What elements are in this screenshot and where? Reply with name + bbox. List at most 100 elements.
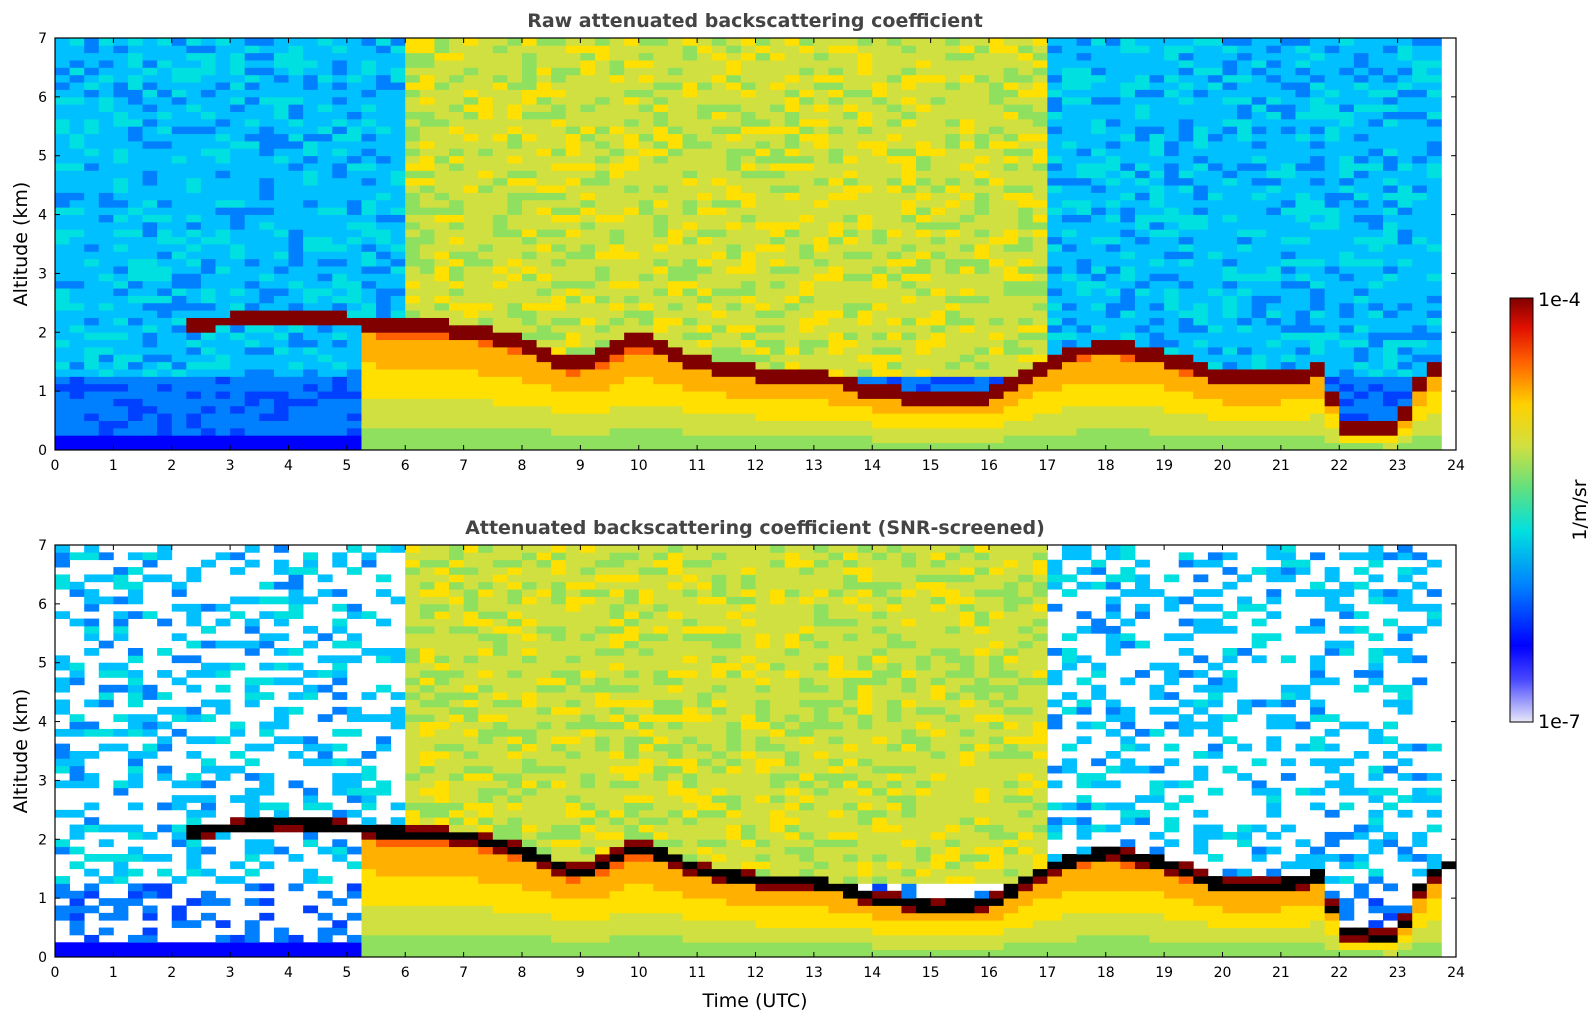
heatmap-cell xyxy=(551,324,567,333)
heatmap-cell xyxy=(376,266,392,274)
heatmap-cell xyxy=(1120,163,1136,171)
heatmap-cell xyxy=(667,295,683,304)
heatmap-cell xyxy=(959,133,975,142)
heatmap-cell xyxy=(580,391,596,399)
heatmap-cell xyxy=(69,74,85,83)
heatmap-cell xyxy=(463,405,479,414)
heatmap-cell xyxy=(959,207,975,215)
heatmap-cell xyxy=(1105,244,1121,252)
heatmap-cell xyxy=(434,273,450,282)
heatmap-cell xyxy=(1003,295,1019,304)
heatmap-cell xyxy=(551,89,567,98)
heatmap-cell xyxy=(332,376,348,385)
heatmap-cell xyxy=(171,192,187,201)
heatmap-cell xyxy=(142,405,158,414)
heatmap-cell xyxy=(492,214,508,223)
heatmap-cell xyxy=(215,163,231,171)
heatmap-cell xyxy=(726,442,742,450)
heatmap-cell xyxy=(872,45,888,54)
heatmap-cell xyxy=(726,96,742,105)
heatmap-cell xyxy=(376,221,392,230)
heatmap-cell xyxy=(1076,60,1092,68)
heatmap-cell xyxy=(697,413,713,421)
heatmap-cell xyxy=(55,383,70,392)
heatmap-cell xyxy=(507,288,523,296)
heatmap-cell xyxy=(740,185,756,193)
heatmap-cell xyxy=(959,163,975,171)
heatmap-cell xyxy=(463,347,479,355)
heatmap-cell xyxy=(624,435,640,444)
heatmap-cell xyxy=(332,141,348,149)
heatmap-cell xyxy=(1339,214,1355,223)
heatmap-cell xyxy=(1295,317,1311,326)
heatmap-cell xyxy=(434,317,450,326)
heatmap-cell xyxy=(857,347,873,355)
heatmap-cell xyxy=(507,405,523,414)
heatmap-cell xyxy=(1178,405,1194,414)
heatmap-cell xyxy=(945,354,961,363)
heatmap-cell xyxy=(565,295,581,304)
heatmap-cell xyxy=(273,369,289,377)
heatmap-cell xyxy=(1193,369,1209,377)
heatmap-cell xyxy=(244,383,260,392)
heatmap-cell xyxy=(405,60,421,68)
heatmap-cell xyxy=(1018,420,1034,429)
heatmap-cell xyxy=(1339,170,1355,179)
heatmap-cell xyxy=(974,38,990,46)
heatmap-cell xyxy=(463,427,479,436)
heatmap-cell xyxy=(1178,89,1194,98)
heatmap-cell xyxy=(624,273,640,282)
heatmap-cell xyxy=(303,60,319,68)
heatmap-cell xyxy=(288,52,304,61)
heatmap-cell xyxy=(259,361,275,370)
heatmap-cell xyxy=(1237,104,1253,112)
heatmap-cell xyxy=(1164,244,1180,252)
heatmap-cell xyxy=(580,214,596,223)
heatmap-cell xyxy=(1032,347,1048,355)
heatmap-cell xyxy=(1339,192,1355,201)
heatmap-cell xyxy=(1003,192,1019,201)
heatmap-cell xyxy=(1032,111,1048,120)
heatmap-cell xyxy=(1207,317,1223,326)
heatmap-cell xyxy=(1339,347,1355,355)
heatmap-cell xyxy=(390,163,406,171)
heatmap-cell xyxy=(565,347,581,355)
heatmap-cell xyxy=(594,339,610,348)
heatmap-cell xyxy=(828,244,844,252)
heatmap-cell xyxy=(288,96,304,105)
heatmap-cell xyxy=(667,229,683,238)
heatmap-cell xyxy=(565,324,581,333)
heatmap-cell xyxy=(1120,244,1136,252)
heatmap-cell xyxy=(901,398,917,407)
heatmap-cell xyxy=(682,310,698,318)
heatmap-cell xyxy=(813,52,829,61)
heatmap-cell xyxy=(186,155,202,164)
heatmap-cell xyxy=(1324,74,1340,83)
heatmap-cell xyxy=(1018,251,1034,260)
heatmap-cell xyxy=(303,405,319,414)
heatmap-cell xyxy=(98,185,114,193)
heatmap-cell xyxy=(463,354,479,363)
heatmap-cell xyxy=(1120,288,1136,296)
heatmap-cell xyxy=(1149,302,1165,311)
heatmap-cell xyxy=(828,398,844,407)
heatmap-cell xyxy=(565,199,581,208)
heatmap-cell xyxy=(376,258,392,267)
heatmap-cell xyxy=(463,280,479,289)
heatmap-cell xyxy=(726,155,742,164)
heatmap-cell xyxy=(711,442,727,450)
heatmap-cell xyxy=(886,177,902,186)
heatmap-cell xyxy=(565,45,581,54)
heatmap-cell xyxy=(711,104,727,112)
heatmap-cell xyxy=(653,251,669,260)
heatmap-cell xyxy=(697,60,713,68)
heatmap-cell xyxy=(872,317,888,326)
heatmap-cell xyxy=(930,214,946,223)
heatmap-cell xyxy=(434,192,450,201)
heatmap-cell xyxy=(1120,60,1136,68)
heatmap-cell xyxy=(974,155,990,164)
heatmap-cell xyxy=(551,258,567,267)
heatmap-cell xyxy=(1047,74,1063,83)
heatmap-cell xyxy=(405,398,421,407)
heatmap-cell xyxy=(901,60,917,68)
